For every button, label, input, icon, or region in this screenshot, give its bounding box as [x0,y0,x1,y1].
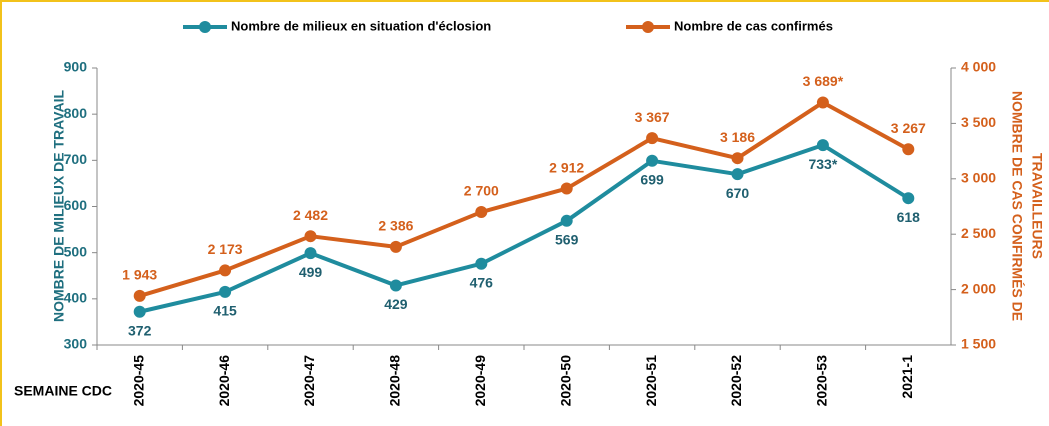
y2-tick-label: 2 500 [961,225,996,241]
y-tick-label: 600 [64,197,88,213]
y2-tick-label: 3 000 [961,170,996,186]
series-line [139,100,910,298]
data-label: 2 912 [549,159,584,175]
series-marker [902,192,915,205]
legend-label: Nombre de cas confirmés [674,18,833,33]
series-line [139,143,910,314]
x-tick-label: 2021-1 [899,355,915,399]
data-label: 429 [384,296,408,312]
series-marker [902,143,915,156]
series-marker [133,305,146,318]
series-marker [816,96,829,109]
y2-tick-label: 4 000 [961,59,996,75]
y-tick-label: 700 [64,151,88,167]
series-marker [646,132,659,145]
legend-marker [642,21,654,33]
data-label: 733* [808,156,837,172]
series-marker [304,230,317,243]
data-label: 476 [470,274,494,290]
x-tick-label: 2020-49 [472,355,488,407]
data-label: 3 689* [803,73,844,89]
series-marker [304,247,317,260]
data-label: 372 [128,322,152,338]
data-label: 670 [726,185,750,201]
x-tick-label: 2020-50 [557,355,573,407]
series-marker [816,139,829,152]
series-marker [646,154,659,167]
series-marker [560,182,573,195]
data-label: 3 367 [635,109,670,125]
y-tick-label: 400 [64,290,88,306]
series-marker [475,257,488,270]
y2-tick-label: 2 000 [961,280,996,296]
y-tick-label: 300 [64,336,88,352]
data-label: 2 482 [293,207,328,223]
series-marker [475,206,488,219]
x-tick-label: 2020-53 [814,355,830,407]
series-marker [219,285,232,298]
y2-axis-label: TRAVAILLEURS [1029,153,1045,259]
series-marker [389,240,402,253]
data-label: 415 [213,303,237,319]
data-label: 618 [897,209,921,225]
y-tick-label: 900 [64,59,88,75]
data-label: 2 173 [208,241,243,257]
data-label: 569 [555,232,579,248]
data-label: 2 700 [464,183,499,199]
x-tick-label: 2020-52 [728,355,744,407]
y-tick-label: 800 [64,105,88,121]
y2-axis-label: NOMBRE DE CAS CONFIRMÉS DE [1009,91,1025,321]
y-axis-label: NOMBRE DE MILIEUX DE TRAVAIL [51,90,67,322]
series-marker [389,279,402,292]
data-label: 1 943 [122,267,157,283]
data-label: 3 267 [891,120,926,136]
x-tick-label: 2020-47 [301,355,317,407]
series-marker [731,152,744,165]
x-tick-label: 2020-45 [130,355,146,407]
data-label: 499 [299,264,323,280]
y2-tick-label: 1 500 [961,336,996,352]
series-marker [133,289,146,302]
data-label: 3 186 [720,129,755,145]
x-axis-label: SEMAINE CDC [14,383,112,399]
y2-tick-label: 3 500 [961,114,996,130]
legend-label: Nombre de milieux en situation d'éclosio… [231,18,491,33]
data-label: 2 386 [378,218,413,234]
series-marker [731,168,744,181]
series-marker [560,214,573,227]
series-marker [219,264,232,277]
x-tick-label: 2020-46 [216,355,232,407]
x-tick-label: 2020-48 [387,355,403,407]
data-label: 699 [640,171,664,187]
x-tick-label: 2020-51 [643,355,659,407]
y-tick-label: 500 [64,243,88,259]
legend-marker [199,21,211,33]
